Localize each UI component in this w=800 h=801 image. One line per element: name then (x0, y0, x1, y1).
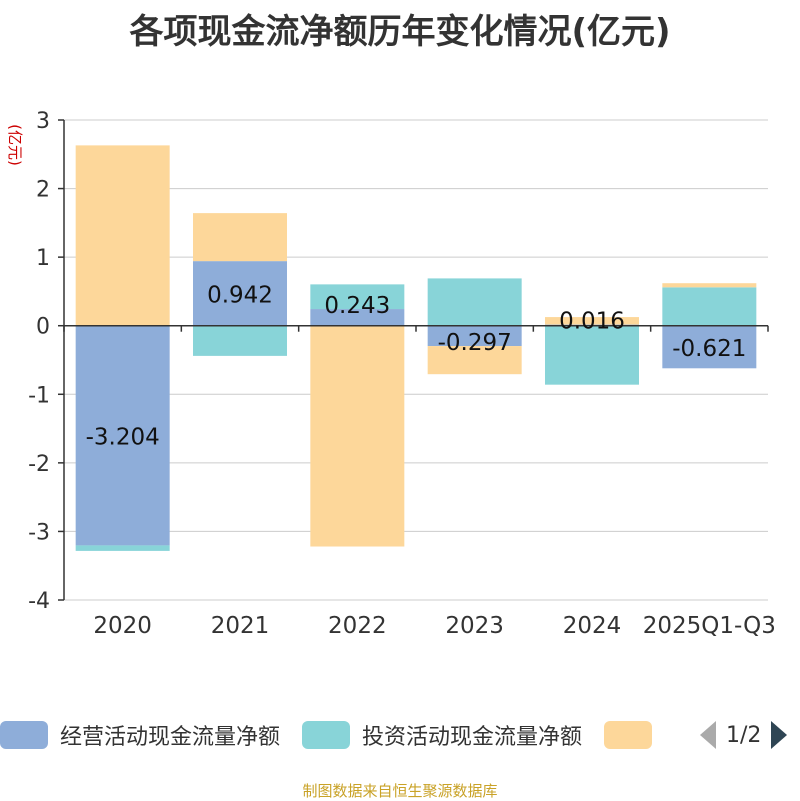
bar-financing (75, 145, 170, 326)
bar-operating (193, 261, 287, 326)
legend-item-investing[interactable]: 投资活动现金流量净额 (302, 719, 582, 751)
x-tick-label: 2022 (328, 613, 387, 639)
legend: 经营活动现金流量净额 投资活动现金流量净额 (0, 718, 686, 752)
bar-operating (310, 309, 405, 326)
bar-operating (662, 325, 757, 369)
data-label: -3.204 (86, 425, 160, 451)
y-tick-label: -2 (28, 452, 50, 477)
legend-swatch-operating (0, 721, 48, 749)
legend-item-operating[interactable]: 经营活动现金流量净额 (0, 719, 280, 751)
chart-title: 各项现金流净额历年变化情况(亿元) (129, 12, 671, 52)
data-label: 0.243 (324, 293, 390, 319)
data-label: 0.942 (207, 282, 273, 308)
y-tick-label: 0 (36, 315, 50, 340)
bar-investing (662, 287, 757, 326)
bar-investing (310, 284, 405, 310)
data-label: -0.297 (438, 330, 512, 356)
bar-financing (662, 283, 757, 288)
bar-investing (193, 325, 287, 356)
source-note: 制图数据来自恒生聚源数据库 (302, 782, 498, 800)
pager-next-icon[interactable] (771, 721, 788, 749)
y-tick-label: 3 (36, 109, 50, 134)
y-tick-label: -4 (28, 589, 50, 614)
data-label: 0.016 (559, 309, 625, 335)
legend-label-operating: 经营活动现金流量净额 (60, 725, 281, 750)
x-tick-label: 2021 (211, 613, 270, 639)
x-tick-label: 2024 (563, 613, 622, 639)
bar-financing (193, 213, 287, 262)
legend-swatch-investing (302, 721, 351, 749)
pager-page-text: 1/2 (726, 722, 762, 748)
legend-swatch-financing (604, 721, 653, 749)
pager-prev-icon[interactable] (700, 721, 716, 749)
bar-financing (427, 346, 522, 375)
x-tick-label: 2020 (93, 613, 152, 639)
bar-financing (545, 317, 639, 325)
y-tick-label: 1 (36, 246, 50, 271)
x-tick-label: 2025Q1-Q3 (643, 613, 776, 639)
legend-pager: 1/2 (700, 718, 788, 752)
y-tick-label: -3 (28, 520, 50, 545)
bar-investing (545, 325, 639, 385)
bar-operating (427, 325, 522, 347)
bar-investing (75, 545, 170, 551)
y-tick-label: 2 (36, 178, 50, 203)
bar-investing (427, 278, 522, 326)
x-tick-label: 2023 (445, 613, 504, 639)
y-axis-label: (亿元) (6, 124, 24, 166)
bar-operating (75, 325, 170, 546)
bar-financing (310, 325, 405, 547)
legend-item-financing[interactable] (604, 721, 664, 749)
data-label: -0.621 (672, 336, 746, 362)
y-tick-label: -1 (28, 383, 50, 408)
legend-label-investing: 投资活动现金流量净额 (362, 725, 583, 750)
chart-plot: -4 -3 -2 -1 0 1 2 3 (亿元) -3.204 0.942 0.243 -0.297 0.… (6, 109, 776, 639)
